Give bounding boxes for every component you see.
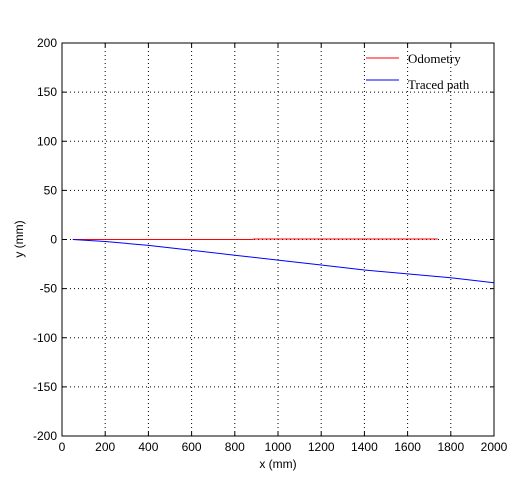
y-tick-label: -50 bbox=[40, 282, 58, 296]
axis-ticks bbox=[61, 42, 495, 437]
x-tick-label: 1800 bbox=[437, 440, 464, 454]
data-series bbox=[72, 238, 495, 284]
axis-tick-labels: 0 200 400 600 800 1000 1200 1400 1600 1800 2000-20… bbox=[33, 36, 508, 454]
y-tick-label: 0 bbox=[50, 233, 57, 247]
y-tick-label: 100 bbox=[37, 134, 57, 148]
legend-label-traced-path: Traced path bbox=[408, 77, 470, 92]
x-tick-label: 2000 bbox=[481, 440, 508, 454]
legend: Odometry Traced path bbox=[366, 51, 470, 92]
y-axis-label: y (mm) bbox=[12, 220, 26, 257]
y-tick-label: 150 bbox=[37, 85, 57, 99]
x-tick-label: 1400 bbox=[351, 440, 378, 454]
x-axis-label: x (mm) bbox=[259, 457, 296, 471]
x-tick-label: 800 bbox=[225, 440, 245, 454]
x-tick-label: 400 bbox=[138, 440, 158, 454]
x-tick-label: 0 bbox=[59, 440, 66, 454]
series-line-traced-path bbox=[72, 239, 495, 284]
y-tick-label: -100 bbox=[33, 331, 57, 345]
x-tick-label: 1000 bbox=[265, 440, 292, 454]
x-tick-label: 1200 bbox=[308, 440, 335, 454]
series-line-odometry bbox=[72, 238, 438, 240]
legend-label-odometry: Odometry bbox=[408, 51, 461, 66]
x-tick-label: 1600 bbox=[394, 440, 421, 454]
y-tick-label: 50 bbox=[44, 183, 58, 197]
x-tick-label: 200 bbox=[95, 440, 115, 454]
y-tick-label: -150 bbox=[33, 380, 57, 394]
x-tick-label: 600 bbox=[182, 440, 202, 454]
y-tick-label: 200 bbox=[37, 36, 57, 50]
y-tick-label: -200 bbox=[33, 429, 57, 443]
